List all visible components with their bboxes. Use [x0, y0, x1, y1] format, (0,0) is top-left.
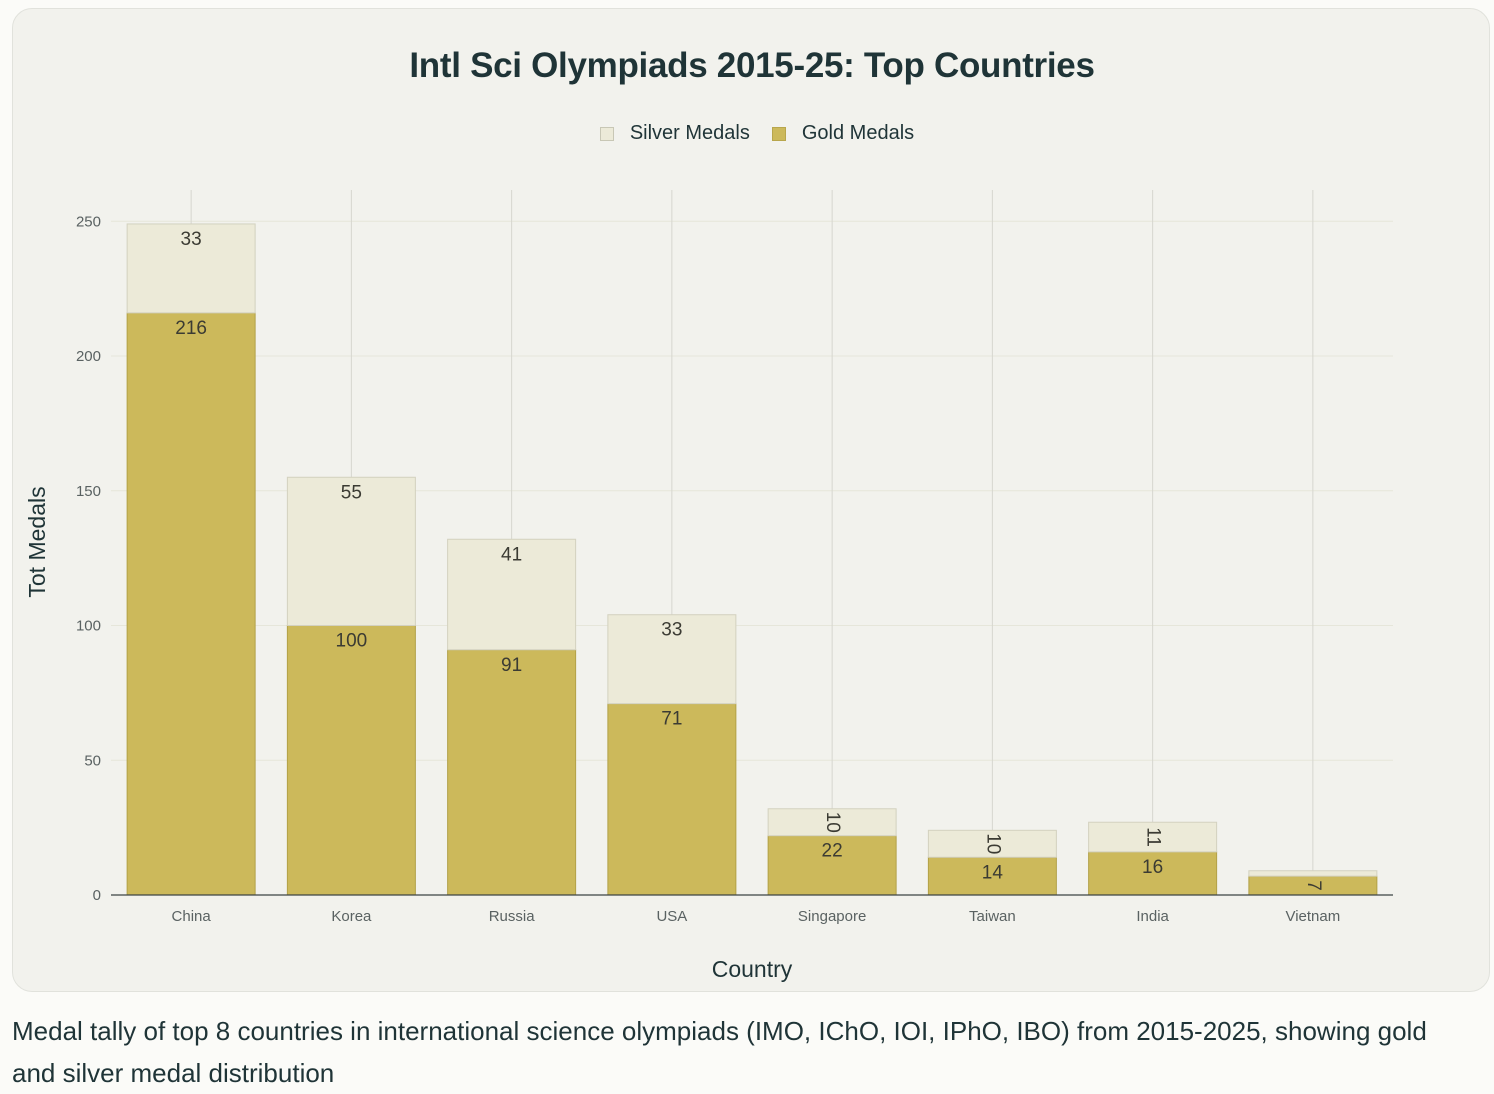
data-label-gold: 71 [661, 709, 682, 730]
figure-caption: Medal tally of top 8 countries in intern… [12, 1016, 1427, 1088]
bar-silver-taiwan [927, 829, 1057, 858]
y-tick-label: 100 [76, 618, 101, 635]
chart-plot: 216 33 100 55 91 41 71 33 22 10 14 10 16 11 7 0 50 100 15… [24, 190, 1393, 982]
legend-swatch-gold [771, 126, 786, 141]
data-label-silver: 33 [661, 620, 682, 641]
x-tick-label: Vietnam [1285, 908, 1340, 925]
x-tick-label: Russia [489, 908, 536, 925]
data-label-gold: 216 [175, 318, 207, 339]
bar-silver-singapore [767, 808, 897, 837]
data-label-gold: 91 [501, 655, 522, 676]
data-label-silver: 41 [501, 544, 522, 565]
bar-gold-china [126, 312, 256, 896]
x-tick-label: Korea [331, 908, 372, 925]
y-tick-label: 250 [76, 213, 101, 230]
x-tick-label: USA [656, 908, 687, 925]
y-tick-label: 150 [76, 483, 101, 500]
y-tick-label: 200 [76, 348, 101, 365]
y-tick-label: 50 [84, 752, 101, 769]
chart-legend: Silver Medals Gold Medals [0, 122, 1494, 145]
chart-title: Intl Sci Olympiads 2015-25: Top Countrie… [409, 46, 1095, 85]
data-label-silver: 10 [982, 833, 1003, 854]
data-label-silver: 33 [181, 229, 202, 250]
bar-gold-korea [286, 625, 416, 896]
data-label-silver: 10 [822, 812, 843, 833]
data-label-gold: 14 [982, 862, 1004, 883]
data-labels: 216 33 100 55 91 41 71 33 22 10 14 10 16 11 7 [175, 229, 1324, 891]
bar-silver-india [1088, 821, 1218, 853]
bar-gold-singapore [767, 835, 897, 896]
bar-silver-korea [286, 476, 416, 626]
y-tick-label: 0 [93, 887, 101, 904]
legend-label-gold: Gold Medals [801, 122, 915, 144]
data-label-gold: 22 [822, 841, 843, 862]
axes: 0 50 100 150 200 250 China Korea Russia USA Singap… [76, 213, 1393, 925]
bar-silver-usa [607, 614, 737, 705]
bar-silver-vietnam [1248, 870, 1378, 877]
data-label-silver: 11 [1143, 827, 1164, 847]
x-axis-title: Country [712, 956, 793, 982]
x-tick-label: China [172, 908, 212, 925]
x-tick-label: Singapore [798, 908, 866, 925]
chart-card [12, 8, 1490, 992]
legend-label-silver: Silver Medals [629, 122, 750, 144]
bar-silver-china [126, 223, 256, 314]
x-tick-label: India [1136, 908, 1169, 925]
y-axis-title: Tot Medals [24, 486, 50, 597]
bar-gold-russia [447, 649, 577, 896]
bar-gold-usa [607, 703, 737, 896]
x-tick-label: Taiwan [969, 908, 1016, 925]
bar-gold-taiwan [927, 856, 1057, 896]
data-label-gold: 16 [1142, 857, 1163, 878]
bar-silver-russia [447, 538, 577, 651]
data-label-gold: 100 [336, 631, 368, 652]
legend-swatch-silver [599, 126, 614, 141]
data-label-gold: 7 [1303, 880, 1324, 891]
legend-item-silver[interactable]: Silver Medals [599, 122, 750, 145]
legend-item-gold[interactable]: Gold Medals [771, 122, 915, 145]
data-label-silver: 55 [341, 482, 362, 503]
bars [126, 223, 1378, 896]
